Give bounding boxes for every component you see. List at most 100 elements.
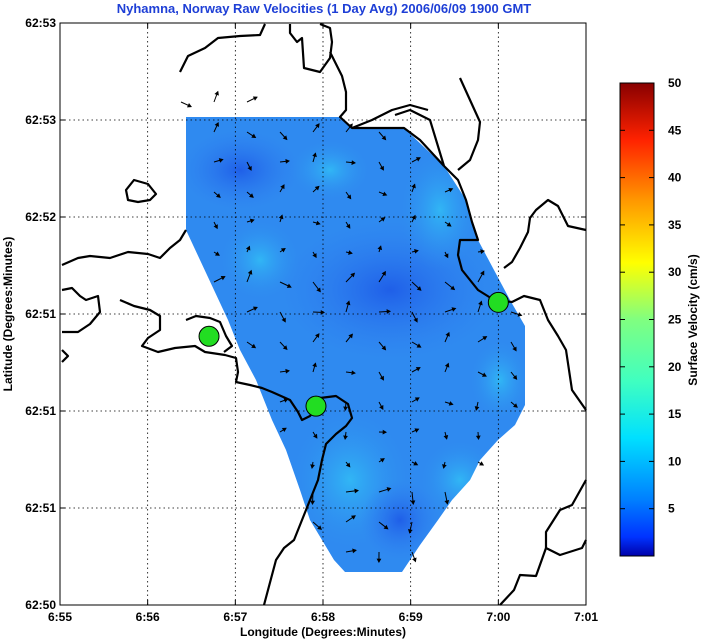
velocity-arrow bbox=[310, 461, 315, 469]
velocity-arrow bbox=[312, 309, 326, 315]
velocity-arrow bbox=[345, 548, 357, 554]
velocity-arrow bbox=[477, 336, 488, 343]
velocity-arrow bbox=[477, 371, 487, 377]
colorbar-tick-label: 40 bbox=[668, 171, 682, 185]
velocity-arrow bbox=[312, 251, 317, 259]
velocity-arrow bbox=[444, 331, 450, 343]
velocity-arrow bbox=[510, 401, 518, 408]
velocity-arrow bbox=[279, 131, 288, 141]
y-axis-ticks: 62:50 62:51 62:51 62:51 62:52 62:53 62:53 bbox=[25, 16, 586, 612]
colorbar bbox=[619, 82, 655, 557]
velocity-arrow bbox=[279, 248, 286, 253]
velocity-arrow bbox=[444, 362, 450, 373]
velocity-arrow bbox=[312, 333, 320, 343]
velocity-arrow bbox=[312, 152, 317, 163]
x-tick-label: 7:00 bbox=[486, 610, 510, 624]
velocity-arrow bbox=[279, 398, 289, 403]
velocity-arrow bbox=[213, 275, 226, 283]
x-axis-ticks: 6:55 6:56 6:57 6:58 6:59 7:00 7:01 bbox=[48, 23, 598, 624]
velocity-arrow bbox=[411, 461, 419, 466]
velocity-arrow bbox=[411, 281, 422, 291]
velocity-arrow bbox=[345, 488, 359, 494]
velocity-arrow bbox=[411, 311, 418, 323]
velocity-arrow bbox=[411, 183, 416, 193]
velocity-arrow bbox=[443, 431, 449, 440]
colorbar-tick-label: 35 bbox=[668, 218, 682, 232]
velocity-arrow bbox=[411, 341, 422, 348]
velocity-arrow bbox=[279, 281, 292, 288]
velocity-arrow bbox=[378, 487, 392, 493]
x-tick-label: 7:01 bbox=[574, 610, 598, 624]
station-east bbox=[487, 291, 509, 313]
velocity-arrow bbox=[345, 515, 356, 523]
colorbar-ticks: 5 10 15 20 25 30 35 40 45 50 bbox=[620, 76, 682, 516]
velocity-arrow bbox=[376, 551, 382, 564]
velocity-arrow bbox=[345, 272, 356, 283]
velocity-arrow bbox=[510, 341, 517, 352]
velocity-arrow bbox=[213, 251, 220, 256]
x-tick-label: 6:59 bbox=[399, 610, 423, 624]
velocity-arrow bbox=[312, 362, 317, 373]
velocity-arrow bbox=[279, 184, 285, 193]
velocity-arrow bbox=[510, 371, 518, 380]
x-tick-label: 6:58 bbox=[311, 610, 335, 624]
velocity-arrow bbox=[278, 214, 284, 223]
velocity-arrow bbox=[213, 158, 224, 163]
velocity-arrow bbox=[444, 251, 449, 259]
station-west bbox=[198, 325, 220, 347]
velocity-arrow bbox=[312, 431, 318, 439]
velocity-arrow bbox=[180, 101, 192, 108]
velocity-arrow bbox=[444, 401, 454, 406]
velocity-arrow bbox=[213, 90, 219, 103]
y-tick-label: 62:53 bbox=[25, 16, 56, 30]
velocity-arrow bbox=[411, 249, 419, 254]
colorbar-tick-label: 50 bbox=[668, 76, 682, 90]
velocity-arrow bbox=[213, 191, 221, 198]
velocity-arrow bbox=[343, 401, 348, 412]
velocity-arrow bbox=[378, 270, 386, 283]
y-axis-label: Latitude (Degrees:Minutes) bbox=[1, 237, 15, 392]
velocity-arrow bbox=[474, 401, 480, 411]
velocity-arrow bbox=[444, 307, 457, 313]
velocity-arrow bbox=[411, 397, 420, 403]
colorbar-tick-label: 20 bbox=[668, 360, 682, 374]
velocity-arrow bbox=[345, 123, 353, 133]
velocity-arrow bbox=[444, 281, 456, 291]
velocity-arrow bbox=[345, 250, 353, 255]
station-markers bbox=[198, 291, 509, 417]
velocity-arrow bbox=[345, 461, 351, 468]
velocity-arrow bbox=[246, 269, 253, 283]
velocity-arrow bbox=[378, 191, 388, 196]
y-tick-label: 62:51 bbox=[25, 404, 56, 418]
velocity-arrow bbox=[378, 458, 385, 463]
velocity-arrow bbox=[246, 131, 257, 139]
velocity-arrow bbox=[246, 341, 257, 349]
velocity-arrow bbox=[477, 270, 485, 283]
velocity-arrow bbox=[377, 245, 383, 253]
velocity-arrow bbox=[345, 160, 356, 165]
velocity-arrow bbox=[213, 221, 218, 230]
velocity-arrow bbox=[345, 221, 351, 229]
velocity-arrow bbox=[246, 96, 258, 103]
velocity-arrow bbox=[310, 491, 316, 506]
x-tick-label: 6:56 bbox=[136, 610, 160, 624]
colorbar-tick-label: 45 bbox=[668, 123, 682, 137]
velocity-arrow bbox=[279, 368, 290, 374]
y-tick-label: 62:52 bbox=[25, 210, 56, 224]
x-tick-label: 6:55 bbox=[48, 610, 72, 624]
velocity-arrow bbox=[411, 428, 420, 433]
velocity-arrow bbox=[411, 157, 421, 163]
velocity-arrow bbox=[245, 245, 251, 253]
colorbar-tick-label: 10 bbox=[668, 454, 682, 468]
velocity-arrow bbox=[444, 221, 452, 227]
velocity-arrow bbox=[246, 306, 258, 313]
velocity-arrow bbox=[279, 427, 287, 433]
velocity-arrow bbox=[378, 161, 384, 171]
velocity-arrow bbox=[246, 218, 255, 224]
velocity-arrow bbox=[477, 249, 485, 254]
velocity-arrow bbox=[411, 214, 416, 223]
chart-title: Nyhamna, Norway Raw Velocities (1 Day Av… bbox=[117, 1, 532, 16]
velocity-arrow bbox=[378, 309, 392, 314]
velocity-arrow bbox=[246, 161, 252, 171]
velocity-arrow bbox=[378, 521, 389, 530]
